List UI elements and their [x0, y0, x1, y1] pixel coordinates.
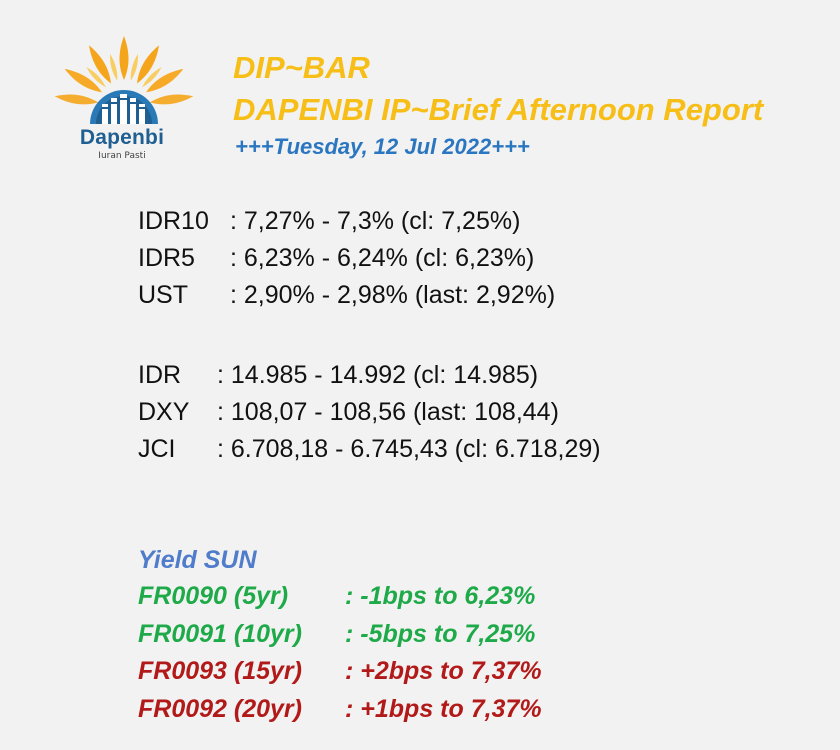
rate-label: IDR5: [138, 244, 195, 272]
rate-value: : 6,23% - 6,24% (cl: 6,23%): [230, 244, 535, 272]
report-subtitle: DAPENBI IP~Brief Afternoon Report: [233, 92, 764, 127]
market-value: : 108,07 - 108,56 (last: 108,44): [217, 398, 559, 426]
market-row-idr: IDR : 14.985 - 14.992 (cl: 14.985): [138, 357, 601, 394]
rate-value: : 7,27% - 7,3% (cl: 7,25%): [230, 207, 521, 235]
market-value: : 6.708,18 - 6.745,43 (cl: 6.718,29): [217, 435, 601, 463]
yield-sun-block: Yield SUN FR0090 (5yr) : -1bps to 6,23% …: [138, 542, 542, 728]
logo-tagline: Iuran Pasti: [98, 151, 146, 161]
bond-row-fr0093: FR0093 (15yr) : +2bps to 7,37%: [138, 653, 542, 691]
building-skyline-icon: [90, 90, 158, 124]
logo-name: Dapenbi: [79, 126, 165, 149]
bond-rates-block: IDR10 : 7,27% - 7,3% (cl: 7,25%) IDR5 : …: [138, 203, 555, 314]
bond-change: : -1bps to 6,23%: [345, 582, 536, 610]
dapenbi-logo: Dapenbi Iuran Pasti: [40, 34, 210, 164]
market-value: : 14.985 - 14.992 (cl: 14.985): [217, 361, 539, 389]
rate-row-idr5: IDR5 : 6,23% - 6,24% (cl: 6,23%): [138, 240, 555, 277]
market-row-dxy: DXY : 108,07 - 108,56 (last: 108,44): [138, 394, 601, 431]
rate-row-idr10: IDR10 : 7,27% - 7,3% (cl: 7,25%): [138, 203, 555, 240]
yield-sun-title: Yield SUN: [138, 546, 257, 574]
market-label: DXY: [138, 398, 190, 426]
market-label: JCI: [138, 435, 176, 463]
rate-row-ust: UST : 2,90% - 2,98% (last: 2,92%): [138, 277, 555, 314]
report-title: DIP~BAR: [233, 50, 370, 85]
report-date: +++Tuesday, 12 Jul 2022+++: [235, 134, 530, 159]
bond-change: : +1bps to 7,37%: [345, 694, 542, 723]
bond-label: FR0091 (10yr): [138, 619, 302, 648]
bond-row-fr0092: FR0092 (20yr) : +1bps to 7,37%: [138, 691, 542, 729]
bond-label: FR0093 (15yr): [138, 657, 302, 685]
markets-block: IDR : 14.985 - 14.992 (cl: 14.985) DXY :…: [138, 357, 601, 468]
bond-change: : +2bps to 7,37%: [345, 657, 542, 685]
bond-change: : -5bps to 7,25%: [345, 619, 536, 648]
rate-value: : 2,90% - 2,98% (last: 2,92%): [230, 281, 556, 309]
bond-row-fr0091: FR0091 (10yr) : -5bps to 7,25%: [138, 616, 542, 654]
rate-label: IDR10: [138, 207, 209, 235]
market-row-jci: JCI : 6.708,18 - 6.745,43 (cl: 6.718,29): [138, 431, 601, 468]
market-label: IDR: [138, 361, 182, 389]
bond-row-fr0090: FR0090 (5yr) : -1bps to 6,23%: [138, 578, 542, 616]
bond-label: FR0092 (20yr): [138, 694, 302, 723]
bond-label: FR0090 (5yr): [138, 582, 289, 610]
rate-label: UST: [138, 281, 188, 309]
sun-rays-icon: [54, 36, 194, 124]
